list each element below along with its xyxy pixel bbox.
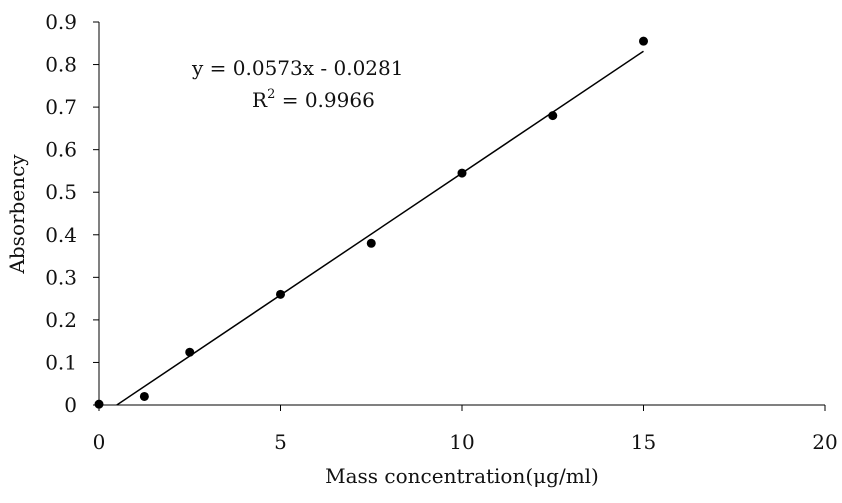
r-squared-label: R2 = 0.9966 (252, 87, 375, 112)
trendline (116, 50, 644, 406)
x-tick-label: 15 (631, 430, 656, 454)
y-tick-label: 0 (64, 393, 77, 417)
data-point (639, 36, 648, 46)
x-axis-title: Mass concentration(μg/ml) (325, 464, 599, 488)
y-tick-label: 0.3 (45, 265, 77, 289)
y-tick-label: 0.7 (45, 95, 77, 119)
data-point (276, 289, 285, 299)
data-point (548, 111, 558, 121)
equation-label: y = 0.0573x - 0.0281 (191, 56, 403, 80)
y-tick-label: 0.4 (45, 223, 77, 247)
y-tick-label: 0.9 (45, 10, 77, 34)
data-point (94, 399, 104, 409)
y-tick-label: 0.8 (45, 53, 77, 77)
data-point (185, 347, 195, 357)
data-point (457, 168, 467, 178)
y-tick-label: 0.6 (45, 138, 77, 162)
y-axis-title: Absorbency (5, 154, 29, 275)
data-points (94, 36, 648, 409)
r-squared-superscript: 2 (267, 87, 275, 102)
y-axis-ticks: 0 0.1 0.2 0.3 0.4 0.5 0.6 0.7 0.8 0.9 (45, 10, 99, 417)
y-tick-label: 0.1 (45, 350, 77, 374)
x-tick-label: 0 (93, 430, 106, 454)
y-tick-label: 0.2 (45, 308, 77, 332)
r-squared-symbol: R (252, 88, 268, 112)
r-squared-value: = 0.9966 (275, 88, 374, 112)
y-tick-label: 0.5 (45, 180, 77, 204)
data-point (366, 238, 376, 248)
x-tick-label: 5 (274, 430, 287, 454)
data-point (139, 391, 149, 401)
x-tick-label: 20 (812, 430, 837, 454)
plot-area: 0 0.1 0.2 0.3 0.4 0.5 0.6 0.7 0.8 0.9 0 5 10 15 20 (45, 10, 838, 454)
x-tick-label: 10 (449, 430, 474, 454)
x-axis-ticks: 0 5 10 15 20 (93, 405, 838, 454)
